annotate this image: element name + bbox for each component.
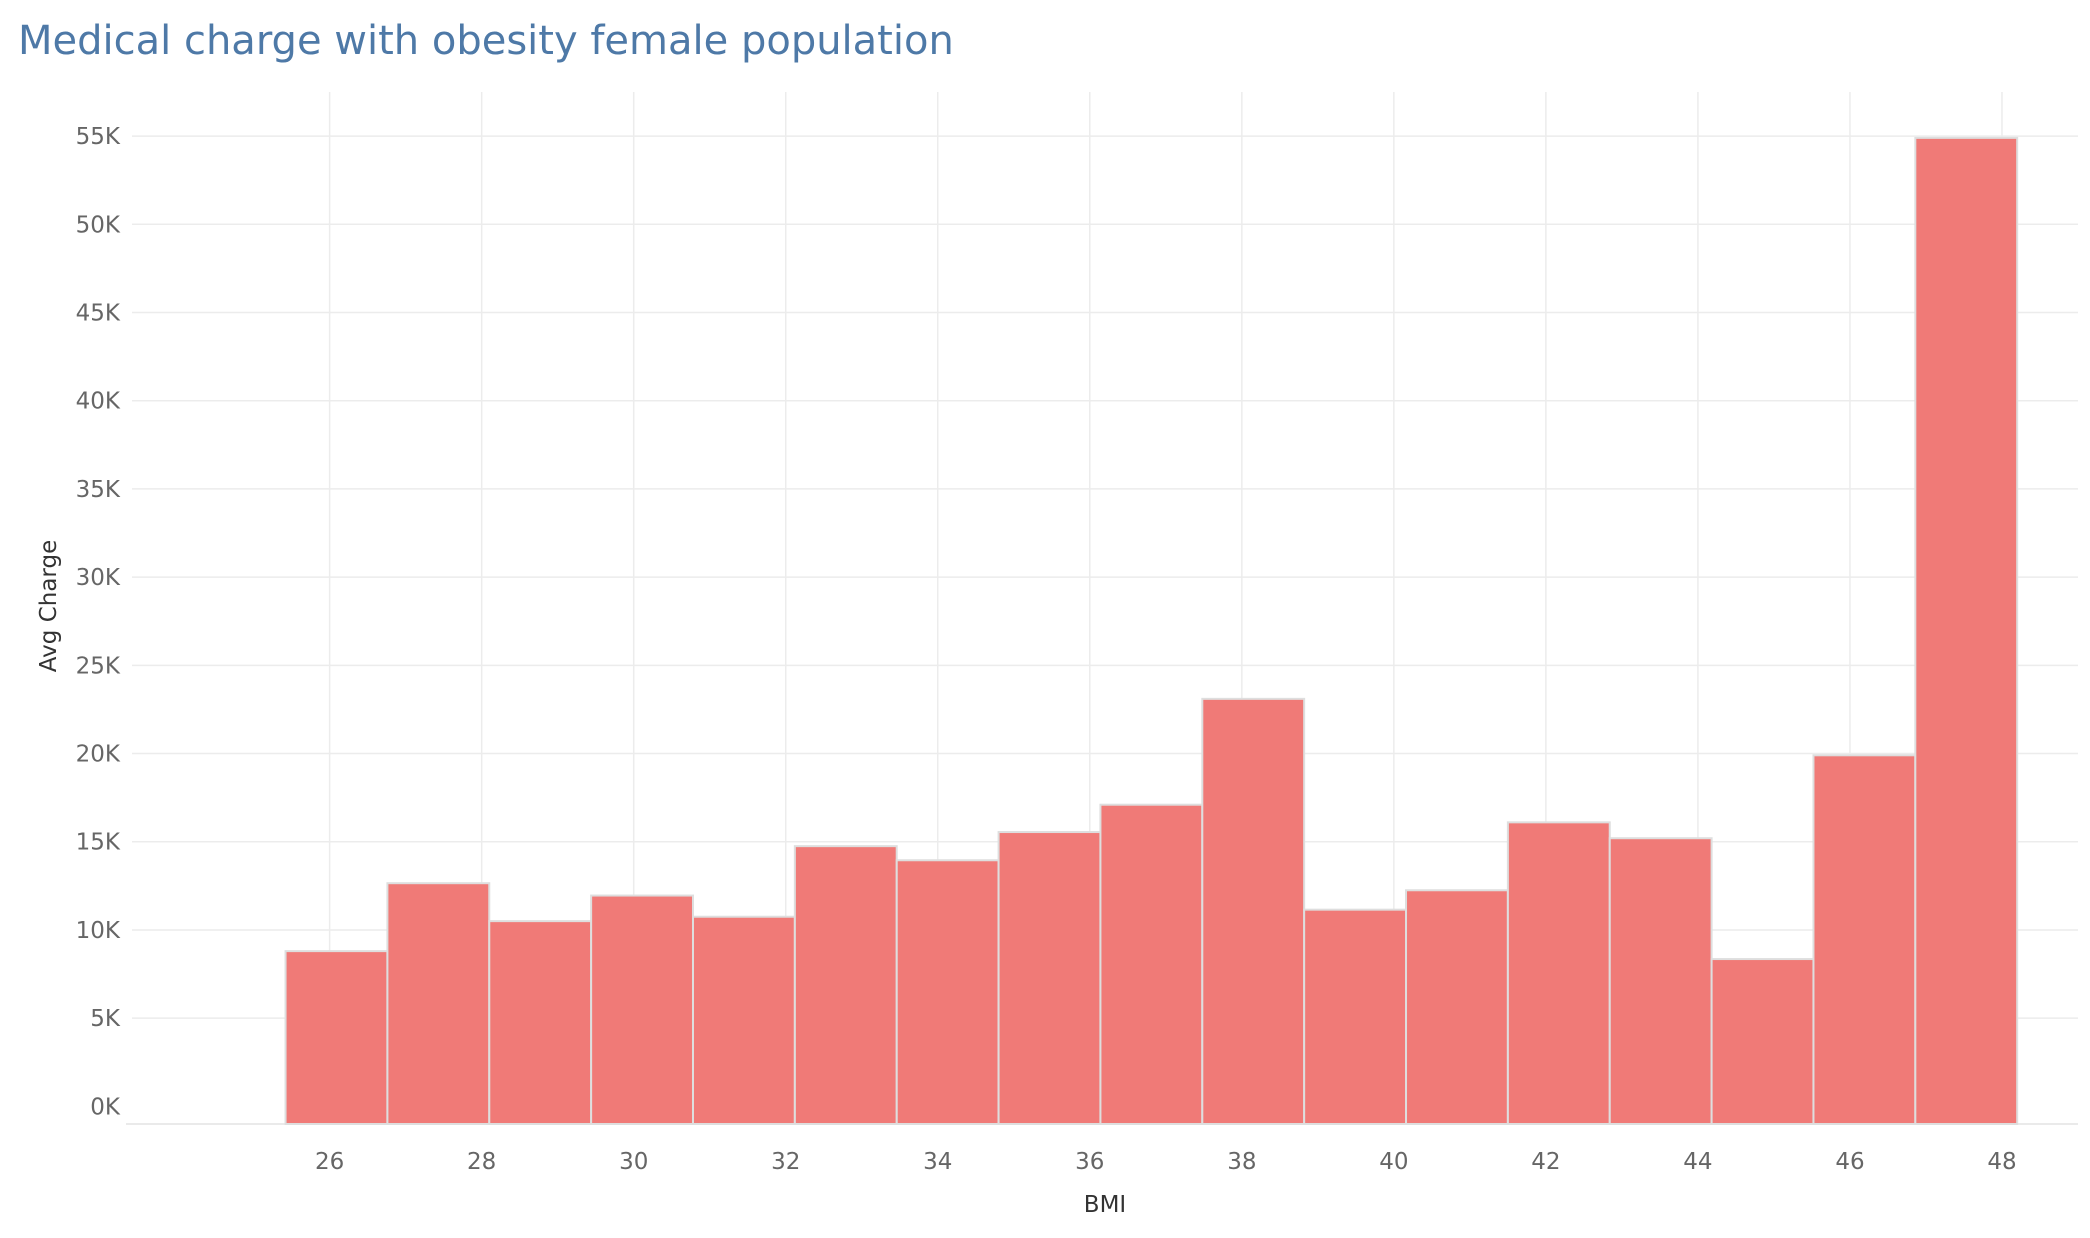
- bar: [1710, 958, 1815, 1125]
- y-tick-label: 35K: [76, 477, 121, 503]
- y-tick-label: 0K: [90, 1094, 121, 1120]
- bar: [590, 894, 694, 1125]
- y-tick-label: 5K: [90, 1006, 121, 1032]
- x-tick-label: 32: [771, 1149, 800, 1175]
- y-tick-labels: 0K 5K 10K 15K 20K 25K 30K 35K 40K 45K 50K 55K: [76, 124, 121, 1120]
- x-tick-label: 30: [619, 1149, 648, 1175]
- bar: [895, 859, 1000, 1125]
- bar: [1608, 837, 1713, 1125]
- bar: [997, 831, 1102, 1125]
- x-tick-label: 34: [923, 1149, 952, 1175]
- x-tick-label: 40: [1379, 1149, 1408, 1175]
- y-tick-label: 25K: [76, 653, 121, 679]
- y-axis-title: Avg Charge: [36, 540, 62, 672]
- bar: [284, 950, 389, 1125]
- x-tick-label: 26: [315, 1149, 344, 1175]
- bar: [1201, 697, 1306, 1125]
- y-tick-label: 10K: [76, 918, 121, 944]
- bars-layer: [284, 136, 2019, 1126]
- x-tick-label: 44: [1683, 1149, 1712, 1175]
- x-tick-labels: 26 28 30 32 34 36 38 40 42 44 46 48: [315, 1149, 2017, 1175]
- y-tick-label: 55K: [76, 124, 121, 150]
- x-tick-label: 46: [1835, 1149, 1864, 1175]
- bar: [1099, 803, 1204, 1125]
- x-tick-label: 38: [1227, 1149, 1256, 1175]
- x-tick-label: 48: [1987, 1149, 2016, 1175]
- y-tick-label: 40K: [76, 389, 121, 415]
- chart-title: Medical charge with obesity female popul…: [18, 18, 954, 64]
- x-tick-label: 42: [1531, 1149, 1560, 1175]
- x-tick-label: 28: [467, 1149, 496, 1175]
- x-tick-label: 36: [1075, 1149, 1104, 1175]
- bar: [1506, 821, 1611, 1125]
- bar: [1812, 754, 1917, 1125]
- bar: [386, 882, 491, 1126]
- x-axis-title: BMI: [1084, 1192, 1126, 1218]
- y-tick-label: 50K: [76, 212, 121, 238]
- bar: [793, 845, 898, 1126]
- bar: [691, 915, 796, 1126]
- y-tick-label: 45K: [76, 301, 121, 327]
- y-tick-label: 20K: [76, 742, 121, 768]
- bar: [1303, 908, 1408, 1126]
- bar: [488, 920, 593, 1126]
- y-tick-label: 15K: [76, 830, 121, 856]
- bar: [1914, 136, 2019, 1126]
- y-tick-label: 30K: [76, 565, 121, 591]
- bar: [1405, 889, 1509, 1125]
